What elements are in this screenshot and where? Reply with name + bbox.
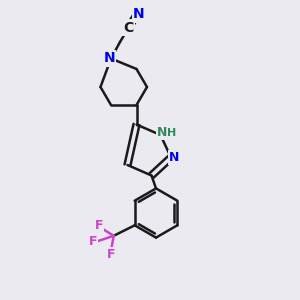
Text: N: N (133, 8, 145, 21)
Text: N: N (104, 52, 115, 65)
Text: F: F (94, 219, 103, 232)
Text: N: N (157, 126, 167, 139)
Text: N: N (169, 151, 179, 164)
Text: H: H (167, 128, 176, 138)
Text: F: F (88, 235, 97, 248)
Text: F: F (106, 248, 115, 261)
Text: C: C (123, 21, 134, 34)
